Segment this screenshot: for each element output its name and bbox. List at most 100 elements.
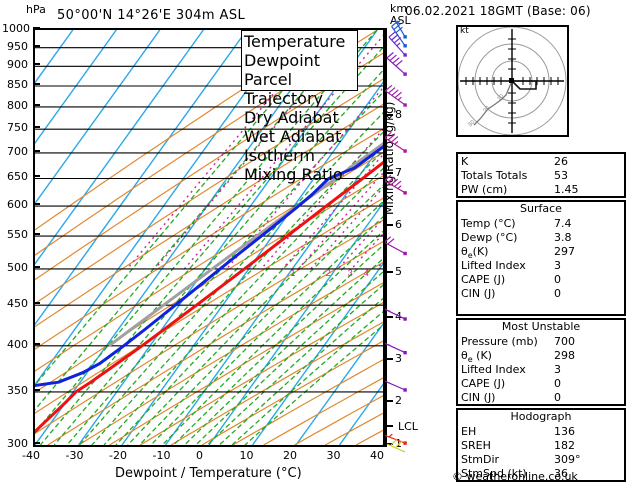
wind-barb <box>385 236 407 256</box>
surface-value: 0 <box>554 273 561 286</box>
wind-barb <box>391 20 407 48</box>
pressure-tick-label: 400 <box>7 337 28 351</box>
pressure-tick <box>33 233 40 236</box>
mu-row: CIN (J) 0 <box>458 390 624 404</box>
hodograph-storm-vector <box>511 80 537 90</box>
model-run-title: 06.02.2021 18GMT (Base: 06) <box>405 4 591 18</box>
hodograph-origin-marker <box>509 78 514 83</box>
hodo-stat-row: StmDir 309° <box>458 452 624 466</box>
pressure-tick <box>33 44 40 47</box>
surface-row: Dewp (°C) 3.8 <box>458 230 624 244</box>
wind-barb <box>385 342 407 355</box>
pressure-tick <box>33 83 40 86</box>
wind-barb <box>385 84 407 107</box>
hodograph-ring-label-20: 20 <box>482 105 491 114</box>
hodo-stat-key: StmDir <box>461 453 500 466</box>
parcel-trajectory-curve <box>108 142 383 348</box>
mixing-ratio-labels: 1 2 3 4 <box>291 268 369 278</box>
km-tick-label: 7 <box>395 166 402 179</box>
pressure-unit-label: hPa <box>26 3 46 16</box>
wind-barb <box>385 131 407 153</box>
km-tick <box>385 172 393 174</box>
surface-row: CAPE (J) 0 <box>458 272 624 286</box>
legend-label: Mixing Ratio <box>244 165 343 184</box>
km-tick <box>385 400 393 402</box>
pressure-tick <box>33 126 40 129</box>
temperature-tick-label: -40 <box>22 449 40 462</box>
temperature-tick-label: 20 <box>283 449 297 462</box>
km-axis-line <box>385 28 387 447</box>
index-key: Totals Totals <box>461 169 528 182</box>
legend-item-dry-adiabat: Dry Adiabat <box>244 108 355 127</box>
pressure-tick-label: 300 <box>7 437 28 450</box>
mu-key: θe (K) <box>461 349 492 365</box>
pressure-tick <box>33 149 40 152</box>
wind-barb <box>388 31 407 57</box>
wind-barb <box>386 52 407 76</box>
surface-key: Temp (°C) <box>461 217 516 230</box>
pressure-tick <box>33 442 40 444</box>
pressure-tick-label: 500 <box>7 260 28 274</box>
surface-key: CAPE (J) <box>461 273 506 286</box>
temperature-tick-label: -20 <box>109 449 127 462</box>
km-tick-label: 5 <box>395 265 402 278</box>
lcl-label: LCL <box>398 420 418 433</box>
km-tick <box>385 224 393 226</box>
mu-row: Pressure (mb) 700 <box>458 334 624 348</box>
mixing-ratio-label: 3 <box>348 268 353 278</box>
asl-unit-label: ASL <box>390 14 411 27</box>
pressure-tick-label: 1000 <box>2 22 30 35</box>
pressure-tick <box>33 342 40 345</box>
pressure-tick <box>33 388 40 391</box>
hodo-stat-value: 182 <box>554 439 575 452</box>
pressure-tick-label: 650 <box>7 170 28 184</box>
km-unit-label: km <box>390 2 408 15</box>
hodograph-ring-label-10: 10 <box>496 93 505 102</box>
mixing-ratio-label: 2 <box>326 268 331 278</box>
index-row: Totals Totals 53 <box>458 168 624 182</box>
index-row: K 26 <box>458 154 624 168</box>
pressure-tick-label: 700 <box>7 144 28 158</box>
temperature-tick-label: 40 <box>370 449 384 462</box>
legend-label: Dewpoint <box>244 51 321 70</box>
hodograph-unit-label: kt <box>460 26 469 36</box>
surface-row: θe(K) 297 <box>458 244 624 260</box>
hodo-stat-key: EH <box>461 425 477 438</box>
wind-barb-surface <box>386 438 406 453</box>
km-tick <box>385 443 393 445</box>
legend-label: Parcel Trajectory <box>244 70 323 108</box>
hodograph-stats-panel: Hodograph EH 136 SREH 182 StmDir 309° StmSpd (k… <box>456 408 626 482</box>
hodo-stat-row: EH 136 <box>458 424 624 438</box>
pressure-tick-label: 900 <box>7 58 28 72</box>
mu-key: Lifted Index <box>461 363 526 376</box>
surface-value: 297 <box>554 245 575 258</box>
pressure-tick <box>33 265 40 268</box>
mu-row: θe (K) 298 <box>458 348 624 365</box>
mu-row: CAPE (J) 0 <box>458 376 624 390</box>
mu-key: CIN (J) <box>461 391 496 404</box>
pressure-tick-label: 550 <box>7 228 28 242</box>
legend-item-dewpoint: Dewpoint <box>244 51 355 70</box>
mu-title: Most Unstable <box>501 320 581 333</box>
mu-value: 298 <box>554 349 575 362</box>
km-tick-label: 4 <box>395 310 402 323</box>
hodo-stat-row: SREH 182 <box>458 438 624 452</box>
surface-value: 3 <box>554 259 561 272</box>
hodo-stat-row: StmSpd (kt) 36 <box>458 466 624 480</box>
hodo-stat-value: 136 <box>554 425 575 438</box>
mu-row: Lifted Index 3 <box>458 362 624 376</box>
dewpoint-path <box>35 145 383 388</box>
isotherm-lines <box>35 30 383 445</box>
hodograph-trace <box>473 80 513 126</box>
temperature-path <box>35 160 383 434</box>
indices-panel: K 26 Totals Totals 53 PW (cm) 1.45 <box>456 152 626 198</box>
hodo-stat-value: 309° <box>554 453 581 466</box>
temperature-axis-labels: -40 -30 -20 -10 0 10 20 30 40 <box>0 449 629 465</box>
surface-row: Lifted Index 3 <box>458 258 624 272</box>
km-tick-label: 1 <box>395 437 402 450</box>
page-title: 50°00'N 14°26'E 304m ASL <box>57 8 246 23</box>
pressure-tick <box>33 103 40 106</box>
skewt-plot: 1 2 3 4 Temperature Dewpoint Parcel Trajector… <box>33 28 385 447</box>
wind-barb-column <box>385 20 407 453</box>
surface-title: Surface <box>520 202 562 215</box>
